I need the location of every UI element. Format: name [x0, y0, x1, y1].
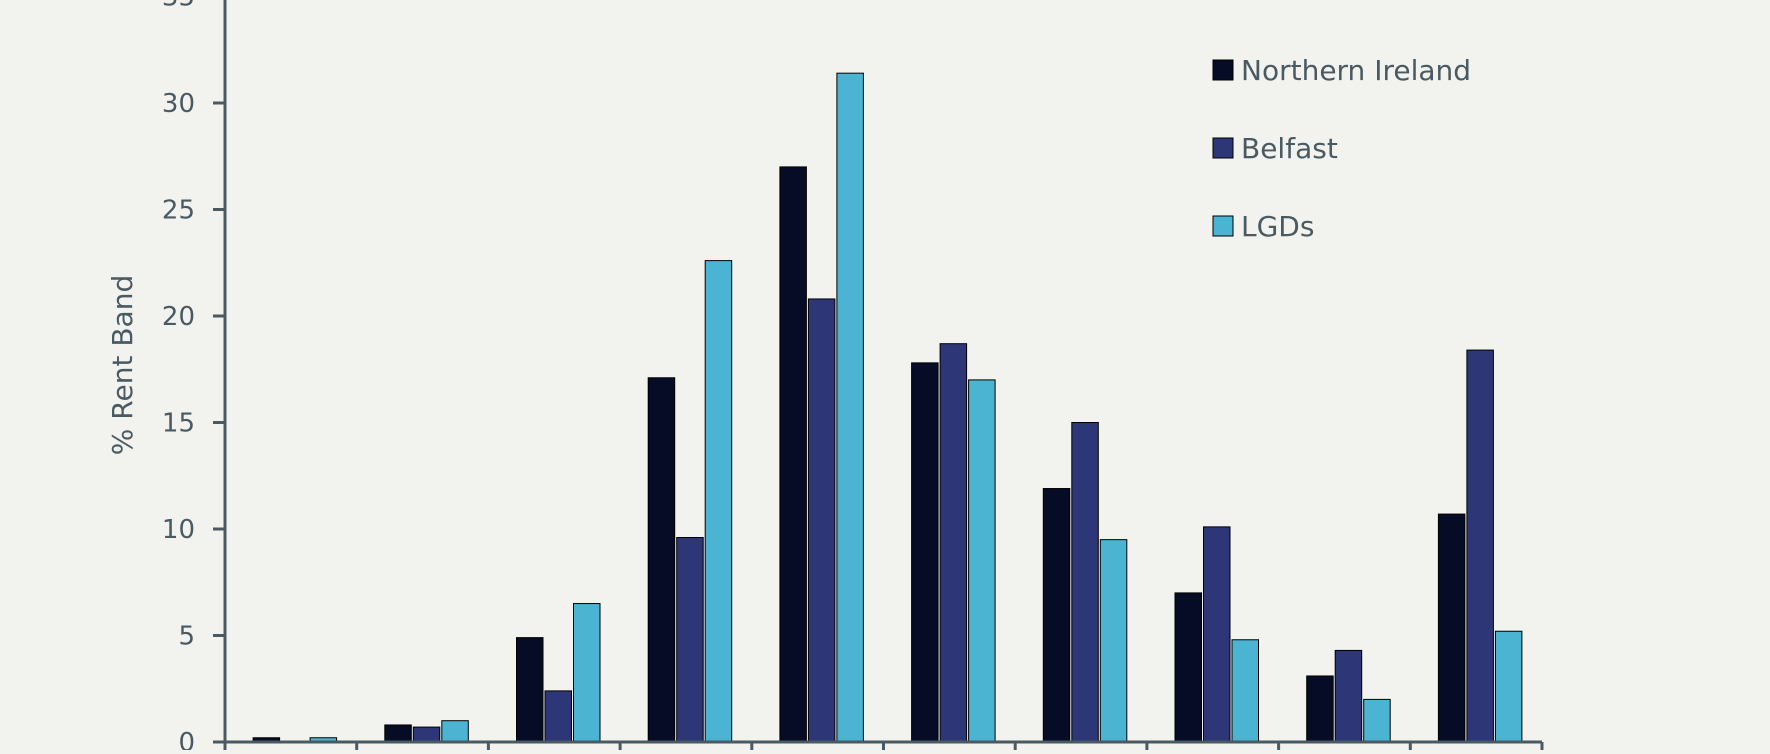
- bar-2-10: [1466, 349, 1494, 743]
- bar-2-3: [544, 690, 572, 743]
- bar-2-2: [412, 726, 441, 743]
- bar-1-2: [384, 724, 412, 743]
- bar-2-6: [939, 343, 968, 743]
- bar-3-5: [836, 72, 864, 743]
- bar-1-7: [1042, 488, 1071, 743]
- bar-3-7: [1099, 539, 1128, 743]
- bar-2-8: [1203, 526, 1231, 743]
- legend-label-2: Belfast: [1241, 132, 1338, 165]
- bar-3-9: [1363, 698, 1391, 743]
- y-tick-label: 5: [178, 622, 195, 652]
- bar-1-5: [779, 166, 807, 743]
- y-tick-label: 30: [162, 89, 195, 119]
- legend-swatch-1: [1212, 59, 1234, 81]
- legend-label-3: LGDs: [1241, 210, 1314, 243]
- legend-swatch-2: [1212, 137, 1234, 159]
- legend-label-1: Northern Ireland: [1241, 54, 1471, 87]
- bar-2-5: [807, 298, 836, 743]
- y-tick-label: 10: [162, 515, 195, 545]
- bar-2-4: [676, 537, 704, 743]
- bar-3-3: [573, 603, 601, 743]
- bar-1-6: [911, 362, 939, 743]
- bars-layer: [252, 72, 1523, 743]
- bar-1-10: [1437, 513, 1466, 743]
- bar-3-2: [441, 720, 469, 743]
- y-axis-title: % Rent Band: [106, 275, 139, 455]
- legend: Northern Ireland Belfast LGDs: [1212, 54, 1471, 243]
- y-tick-label: 15: [162, 409, 195, 439]
- bar-3-6: [968, 379, 996, 743]
- bar-1-3: [516, 637, 544, 743]
- bar-1-8: [1174, 592, 1202, 743]
- legend-swatch-3: [1212, 215, 1234, 237]
- axes-layer: 0 5 10 15 20 25 30 35: [162, 0, 1544, 754]
- y-tick-label: 35: [162, 0, 195, 13]
- bar-2-9: [1334, 649, 1363, 743]
- bar-3-4: [704, 260, 733, 743]
- bar-1-9: [1306, 675, 1334, 743]
- bar-1-4: [647, 377, 676, 743]
- bar-3-8: [1231, 639, 1259, 743]
- y-tick-label: 20: [162, 302, 195, 332]
- bar-3-10: [1494, 630, 1523, 743]
- y-tick-label: 25: [162, 196, 195, 226]
- bar-2-7: [1071, 422, 1099, 743]
- y-tick-label: 0: [178, 728, 195, 750]
